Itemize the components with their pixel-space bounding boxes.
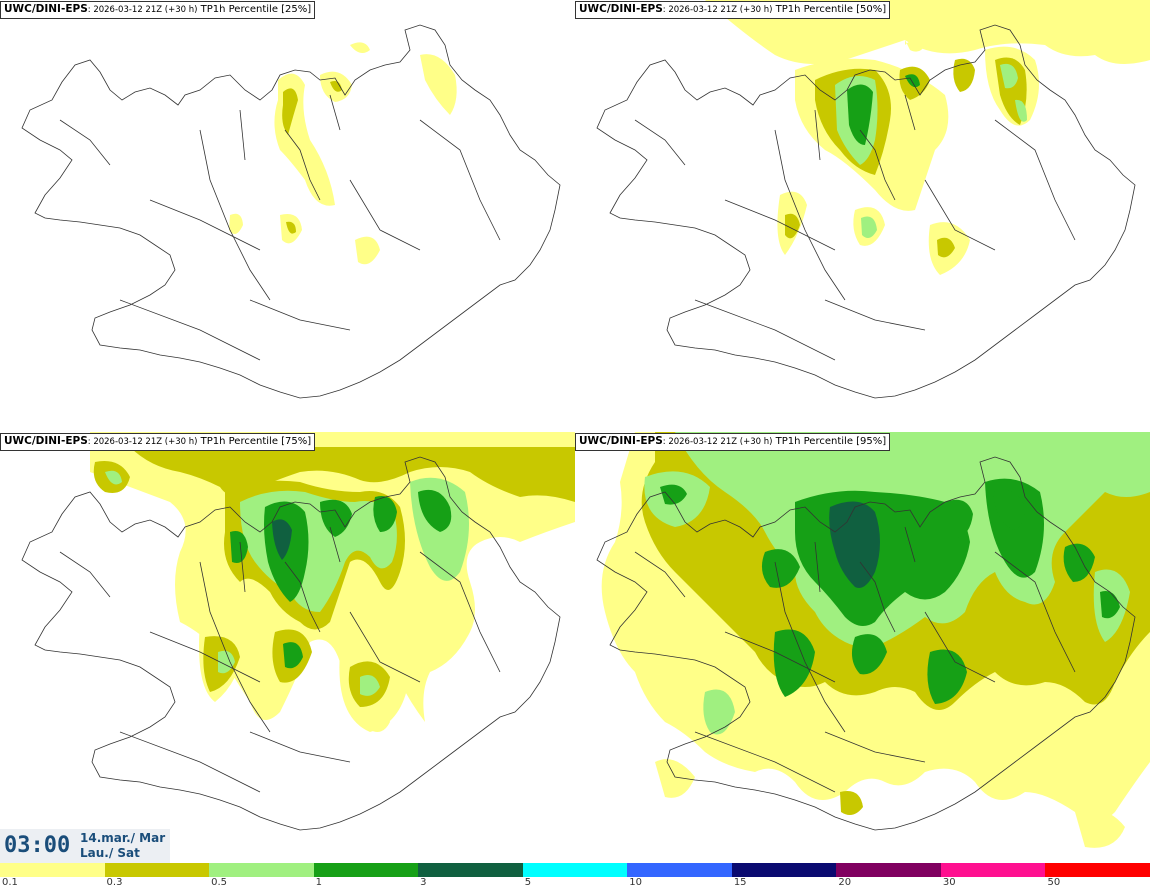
panel-title: UWC/DINI-EPS: 2026-03-12 21Z (+30 h) TP1… [0, 433, 316, 451]
colorbar-segment [1045, 863, 1150, 877]
product-name: TP1h Percentile [50%] [772, 4, 887, 15]
colorbar-label: 15 [733, 877, 747, 888]
colorbar-label: 10 [629, 877, 642, 888]
product-name: TP1h Percentile [25%] [197, 4, 312, 15]
valid-time-box: 03:00 14.mar./ Mar Lau./ Sat [0, 829, 170, 863]
precipitation-colorbar [0, 863, 1150, 877]
colorbar-segment [313, 863, 419, 877]
colorbar-segment [522, 863, 628, 877]
colorbar-label: 3 [420, 877, 427, 888]
colorbar-segment [209, 863, 314, 877]
colorbar-segment [0, 863, 105, 877]
colorbar-labels: 0.1 0.3 0.5 1 3 5 10 15 20 30 50 [0, 877, 1150, 891]
colorbar-segment [836, 863, 941, 877]
colorbar-label: 5 [524, 877, 532, 888]
model-name: UWC/DINI-EPS [579, 3, 663, 15]
colorbar-label: 0.3 [106, 877, 123, 888]
panel-title: UWC/DINI-EPS: 2026-03-12 21Z (+30 h) TP1… [0, 1, 316, 19]
map-panel-75: UWC/DINI-EPS: 2026-03-12 21Z (+30 h) TP1… [0, 432, 575, 863]
panel-title: UWC/DINI-EPS: 2026-03-12 21Z (+30 h) TP1… [575, 1, 891, 19]
product-name: TP1h Percentile [75%] [197, 436, 312, 447]
iceland-map-95 [596, 432, 1150, 848]
valid-time-clock: 03:00 [4, 833, 71, 858]
run-info: : 2026-03-12 21Z (+30 h) [87, 437, 198, 447]
model-name: UWC/DINI-EPS [579, 435, 663, 447]
model-name: UWC/DINI-EPS [4, 435, 88, 447]
colorbar-label: 20 [838, 877, 852, 888]
panel-title: UWC/DINI-EPS: 2026-03-12 21Z (+30 h) TP1… [575, 433, 891, 451]
colorbar-label: 1 [315, 877, 322, 888]
run-info: : 2026-03-12 21Z (+30 h) [87, 5, 198, 15]
run-info: : 2026-03-12 21Z (+30 h) [662, 5, 773, 15]
iceland-map-25 [21, 24, 561, 399]
colorbar-segment [418, 863, 523, 877]
colorbar-label: 0.1 [2, 877, 18, 888]
colorbar-label: 30 [942, 877, 956, 888]
colorbar-label: 50 [1047, 877, 1061, 888]
colorbar-segment [104, 863, 210, 877]
valid-date-line2: Lau./ Sat [80, 846, 140, 860]
product-name: TP1h Percentile [95%] [772, 436, 887, 447]
colorbar-segment [731, 863, 837, 877]
colorbar-segment [940, 863, 1046, 877]
map-panel-25: UWC/DINI-EPS: 2026-03-12 21Z (+30 h) TP1… [0, 0, 575, 431]
colorbar-label: 0.5 [211, 877, 227, 888]
model-name: UWC/DINI-EPS [4, 3, 88, 15]
iceland-map-50 [596, 0, 1150, 399]
colorbar-segment [627, 863, 732, 877]
map-panel-50: UWC/DINI-EPS: 2026-03-12 21Z (+30 h) TP1… [575, 0, 1150, 431]
run-info: : 2026-03-12 21Z (+30 h) [662, 437, 773, 447]
iceland-map-75 [21, 432, 575, 831]
map-panel-95: UWC/DINI-EPS: 2026-03-12 21Z (+30 h) TP1… [575, 432, 1150, 863]
valid-date-line1: 14.mar./ Mar [80, 831, 166, 845]
